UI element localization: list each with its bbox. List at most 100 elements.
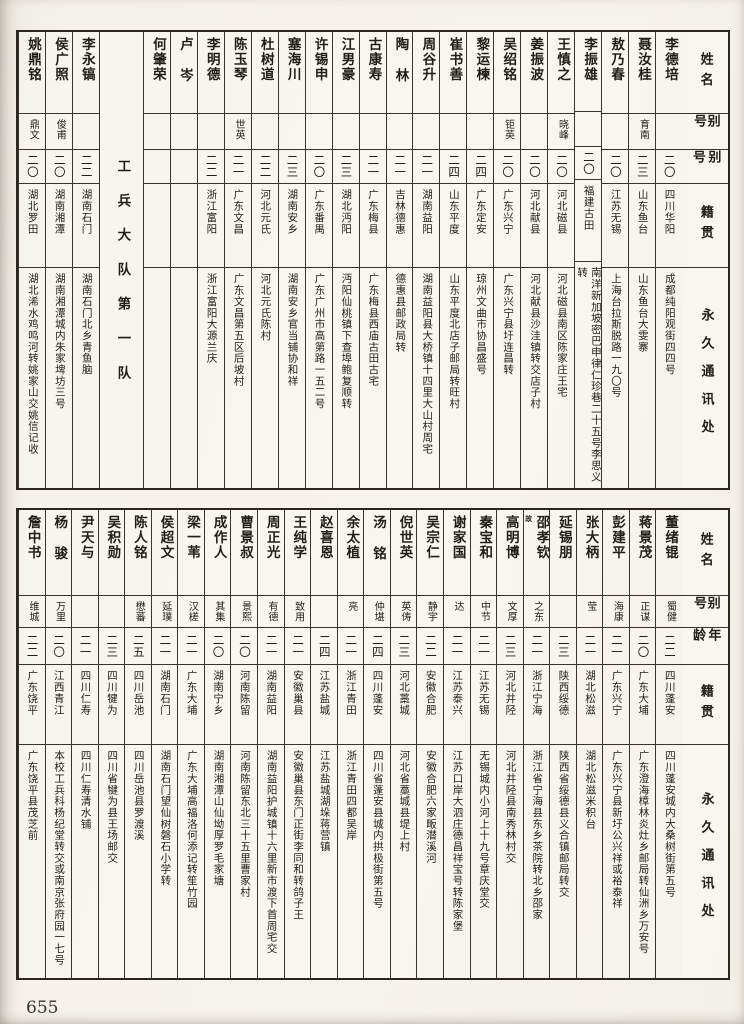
person-native-place: 吉林德惠 [386,184,413,268]
person-age: 二一 [413,150,440,184]
person-name-text: 高明博 [502,515,519,561]
person-native-place: 安徽巢县 [284,665,311,745]
person-address: 上海台拉斯脱路一九〇号 [602,268,628,488]
person-name: 杨骏 [45,510,72,596]
person-name-text: 余太植 [343,515,360,561]
person-native-place: 湖南安乡 [278,184,305,268]
person-name: 江男豪 [332,32,359,114]
person-alias [305,114,332,150]
person-native-place: 湖北沔阳 [332,184,359,268]
person-name-text: 詹中书 [24,515,41,561]
person-name-text: 陶林 [392,37,409,100]
header-address: 永久通讯处 [682,745,728,978]
person-address-text: 四川岳池县罗渡溪 [132,750,145,841]
person-native-place-text: 四川华阳 [663,189,676,235]
person-native-place-text: 广东番禺 [313,189,326,235]
person-native-place-text: 江苏盐城 [318,670,331,716]
person-native-place-text: 广东兴宁 [501,189,514,235]
person-alias-text: 俊甫 [54,119,66,141]
person-column: 姜振波 二〇 河北献县 河北献县沙洼镇转交店子村 [520,32,548,488]
person-name: 周谷升 [413,32,440,114]
person-address: 安徽合肥六家畈潜溪河 [417,745,443,978]
person-native-place: 山东平度 [440,184,467,268]
person-alias-text: 晓峰 [556,119,568,141]
person-native-place: 四川岳池 [125,665,151,745]
person-name-text: 侯超文 [157,515,174,561]
person-alias [386,114,413,150]
person-age: 二三 [550,628,576,665]
person-age: 二一 [443,628,470,665]
person-alias-text: 海康 [611,601,623,623]
person-address: 广东文昌第五区后坡村 [225,268,251,488]
person-name-text: 曹景叔 [237,515,254,561]
header-native-text: 籍贯 [697,683,713,726]
person-address-text: 山东平度北店子邮局转旺村 [448,273,461,410]
person-age-text: 二三 [556,633,571,659]
person-address: 湖南湘潭城内朱家埤坊三号 [46,268,72,488]
person-name: 詹中书 [18,510,45,596]
person-name-text: 周正光 [263,515,280,561]
person-name-text: 谢家国 [449,515,466,561]
person-age: 二二 [251,150,278,184]
person-name: 周正光 [258,510,284,596]
person-name-text: 李振雄 [581,37,598,83]
person-age: 二四 [440,150,467,184]
person-age-text: 二三 [339,154,354,179]
person-native-place: 江西青江 [45,665,72,745]
person-address-text: 浙江富阳大源兰庆 [205,273,218,364]
person-alias-text: 育南 [637,119,649,141]
person-name: 聂汝桂 [629,32,656,114]
person-native-place-text: 吉林德惠 [394,189,406,235]
person-name: 吴绍铭 [494,32,521,114]
person-alias-text: 其集 [212,601,224,623]
person-alias [170,114,197,150]
person-column: 古康寿 二一 广东梅县 广东梅县西庙古田古宅 [358,32,386,488]
person-column: 李明德 二二 浙江富阳 浙江富阳大源兰庆 [196,32,224,488]
person-column: 吴积勋 二三 四川犍为 四川省犍为县王场邮交 [97,510,125,978]
person-alias [656,114,682,150]
person-native-place: 江苏无锡 [602,184,629,268]
person-native-place: 湖南湘潭 [46,184,72,268]
person-name-text: 塞海川 [284,37,301,83]
person-alias-text: 鼎文 [27,119,39,141]
person-address: 河北井陉县南秀林村交 [497,745,523,978]
person-native-place-text: 河北藁城 [398,670,411,716]
person-name-text: 吴宗仁 [423,515,440,561]
person-alias [467,114,494,150]
person-native-place: 四川蓬安 [656,665,682,745]
person-alias: 之东 [523,596,550,628]
person-native-place: 湖南石门 [72,184,99,268]
person-column: 周谷升 二一 湖南益阳 湖南益阳县大桥镇十四里大山村周宅 [412,32,440,488]
person-column: 李德培 二〇 四川华阳 成都纯阳观街四四号 [655,32,682,488]
person-native-place-text: 河南陈留 [238,670,251,716]
person-native-place-text: 广东大埔 [185,670,198,716]
person-age-text: 二〇 [211,633,226,659]
person-age: 二四 [364,628,390,665]
person-name-text: 王纯学 [290,515,307,561]
person-name: 古康寿 [359,32,386,114]
person-column: 江男豪 二三 湖北沔阳 沔阳仙桃镇下查埠鲍复顺转 [331,32,359,488]
person-address-text: 山东鱼台大雯寨 [636,273,649,353]
person-age-text: 二四 [370,633,385,659]
person-alias [440,114,467,150]
person-age-text: 二一 [420,154,435,179]
person-native-place: 广东番禺 [305,184,332,268]
header-column: 姓名 别号 别号 籍贯 永久通讯处 [682,32,728,488]
person-alias [602,114,629,150]
person-address: 无锡城内小河上十九号章庆堂交 [471,745,497,978]
person-alias: 育南 [629,114,656,150]
person-name-text: 李明德 [203,37,220,83]
person-address: 四川蓬安城内大桑树街第五号 [656,745,682,978]
person-native-place-text: 四川犍为 [105,670,118,716]
person-column: 聂汝桂 育南 二三 山东鱼台 山东鱼台大雯寨 [628,32,656,488]
person-age: 二三 [278,150,305,184]
person-native-place: 江苏泰兴 [443,665,470,745]
person-address-text: 湖南益阳县大桥镇十四里大山村周宅 [421,273,434,455]
person-name: 卢岑 [170,32,197,114]
section-label-text: 工兵大队第一队 [114,158,131,400]
person-address-text: 浙江省宁海县东乡茶院转北乡邵家 [531,750,544,921]
person-name: 王纯学 [284,510,311,596]
person-native-place: 福建古田 [575,180,602,263]
person-address: 广东饶平县茂芝前 [19,745,45,978]
